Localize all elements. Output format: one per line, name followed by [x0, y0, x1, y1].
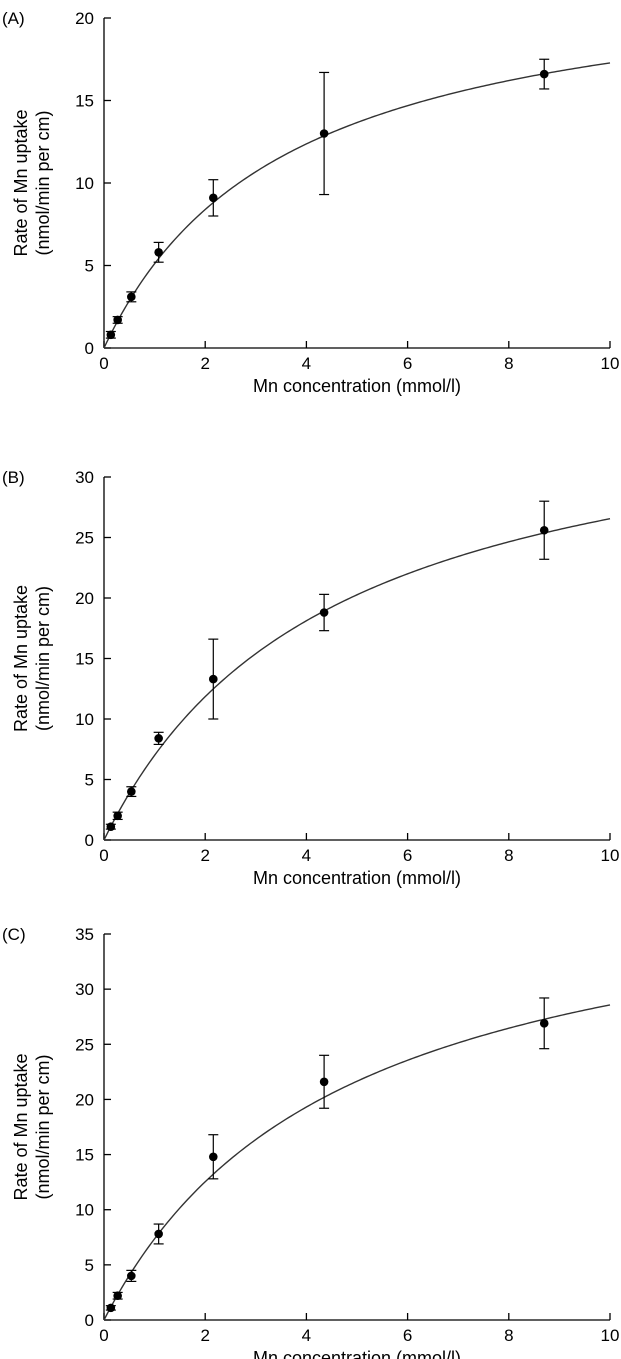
- x-tick-label: 10: [601, 1326, 620, 1345]
- data-point: [208, 1152, 218, 1162]
- data-point: [106, 822, 116, 831]
- y-tick-label: 25: [75, 1035, 94, 1054]
- x-tick-label: 0: [99, 1326, 108, 1345]
- y-axis-label-units: (nmol/min per cm): [33, 586, 53, 731]
- data-point: [319, 1077, 329, 1087]
- data-point: [113, 811, 122, 821]
- data-point: [106, 330, 116, 340]
- data-point: [127, 1271, 136, 1281]
- y-axis-label-units: (nmol/min per cm): [33, 1054, 53, 1199]
- y-axis-label: Rate of Mn uptake: [11, 109, 31, 256]
- x-tick-label: 4: [302, 1326, 311, 1345]
- fit-curve: [103, 518, 611, 841]
- data-point: [127, 787, 136, 796]
- data-point: [319, 129, 329, 138]
- data-point: [154, 734, 163, 743]
- y-tick-label: 15: [75, 92, 94, 111]
- y-tick-label: 15: [75, 650, 94, 669]
- y-tick-label: 5: [85, 1256, 94, 1275]
- data-point: [208, 193, 218, 203]
- x-tick-label: 2: [200, 846, 209, 865]
- panel-label: (B): [2, 468, 25, 487]
- y-tick-label: 15: [75, 1146, 94, 1165]
- x-tick-label: 10: [601, 354, 620, 373]
- y-tick-label: 25: [75, 529, 94, 548]
- y-tick-label: 0: [85, 831, 94, 850]
- fit-curve: [103, 62, 611, 349]
- x-tick-label: 8: [504, 354, 513, 373]
- panel-label: (C): [2, 925, 26, 944]
- y-tick-label: 35: [75, 925, 94, 944]
- x-axis-label: Mn concentration (mmol/l): [253, 376, 461, 396]
- x-tick-label: 0: [99, 846, 108, 865]
- data-point: [113, 1291, 122, 1301]
- x-axis-label: Mn concentration (mmol/l): [253, 868, 461, 888]
- x-tick-label: 6: [403, 1326, 412, 1345]
- x-tick-label: 2: [200, 354, 209, 373]
- data-point: [539, 69, 549, 79]
- x-tick-label: 0: [99, 354, 108, 373]
- data-point: [154, 1229, 163, 1239]
- y-tick-label: 20: [75, 9, 94, 28]
- y-tick-label: 0: [85, 339, 94, 358]
- x-tick-label: 4: [302, 846, 311, 865]
- data-point: [154, 248, 163, 257]
- y-tick-label: 10: [75, 710, 94, 729]
- x-tick-label: 8: [504, 846, 513, 865]
- x-axis-label: Mn concentration (mmol/l): [253, 1348, 461, 1359]
- y-tick-label: 30: [75, 980, 94, 999]
- data-point: [539, 525, 549, 535]
- y-tick-label: 5: [85, 257, 94, 276]
- data-point: [319, 608, 329, 617]
- x-tick-label: 4: [302, 354, 311, 373]
- y-tick-label: 0: [85, 1311, 94, 1330]
- x-tick-label: 10: [601, 846, 620, 865]
- y-axis-label: Rate of Mn uptake: [11, 1053, 31, 1200]
- data-point: [113, 315, 122, 325]
- data-point: [106, 1303, 116, 1313]
- y-axis-label: Rate of Mn uptake: [11, 585, 31, 732]
- x-tick-label: 6: [403, 846, 412, 865]
- x-tick-label: 6: [403, 354, 412, 373]
- data-point: [539, 1019, 549, 1028]
- y-tick-label: 20: [75, 1090, 94, 1109]
- x-tick-label: 8: [504, 1326, 513, 1345]
- data-point: [127, 292, 136, 302]
- y-tick-label: 30: [75, 468, 94, 487]
- fit-curve: [103, 1004, 611, 1321]
- y-tick-label: 10: [75, 1201, 94, 1220]
- y-tick-label: 5: [85, 771, 94, 790]
- y-tick-label: 20: [75, 589, 94, 608]
- y-tick-label: 10: [75, 174, 94, 193]
- y-axis-label-units: (nmol/min per cm): [33, 110, 53, 255]
- x-tick-label: 2: [200, 1326, 209, 1345]
- data-point: [208, 674, 218, 684]
- panel-label: (A): [2, 9, 25, 28]
